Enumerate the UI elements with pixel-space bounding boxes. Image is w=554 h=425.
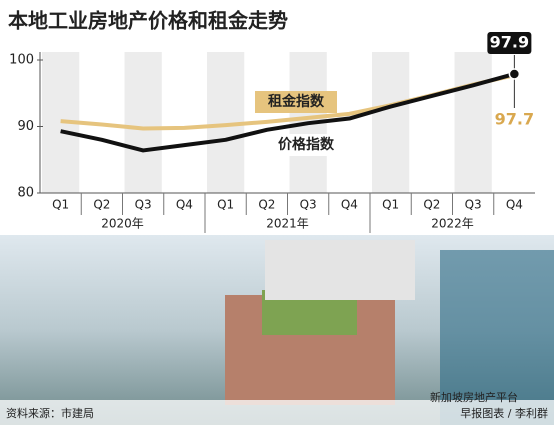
value-label: 97.7 bbox=[495, 110, 534, 129]
value-label: 97.9 bbox=[490, 33, 529, 52]
value-label-box bbox=[487, 32, 532, 54]
legend-label: 价格指数 bbox=[278, 136, 335, 153]
legend-bg bbox=[255, 91, 337, 113]
year-label: 2022年 bbox=[431, 217, 474, 231]
chart-title: 本地工业房地产价格和租金走势 bbox=[8, 9, 288, 33]
caption-strip bbox=[0, 400, 554, 425]
column-stripe bbox=[372, 52, 410, 193]
x-tick-label: Q2 bbox=[423, 198, 440, 212]
x-tick-label: Q1 bbox=[217, 198, 234, 212]
x-tick-label: Q4 bbox=[341, 198, 358, 212]
x-tick-label: Q2 bbox=[93, 198, 110, 212]
x-tick-label: Q2 bbox=[258, 198, 275, 212]
column-stripe bbox=[124, 52, 162, 193]
axis-band bbox=[0, 193, 554, 235]
year-label: 2021年 bbox=[266, 217, 309, 231]
photo-building-back bbox=[265, 240, 415, 300]
watermark: 新加坡房地产平台 bbox=[430, 390, 518, 404]
series-line bbox=[60, 72, 515, 153]
x-tick-label: Q3 bbox=[300, 198, 317, 212]
x-tick-label: Q4 bbox=[506, 198, 523, 212]
y-tick-label: 90 bbox=[17, 119, 34, 134]
x-tick-label: Q4 bbox=[176, 198, 193, 212]
y-tick-label: 100 bbox=[9, 53, 34, 68]
legend-bg bbox=[265, 134, 347, 156]
y-tick-label: 80 bbox=[17, 186, 34, 201]
year-label: 2020年 bbox=[101, 217, 144, 231]
source: 资料来源：市建局 bbox=[6, 406, 94, 420]
x-tick-label: Q1 bbox=[382, 198, 399, 212]
x-tick-label: Q3 bbox=[465, 198, 482, 212]
column-stripe bbox=[454, 52, 492, 193]
photo-sea bbox=[440, 250, 554, 425]
plot-background bbox=[40, 52, 535, 193]
x-tick-label: Q3 bbox=[135, 198, 152, 212]
end-point bbox=[508, 68, 521, 80]
credit: 早报图表 / 李利群 bbox=[460, 406, 548, 420]
legend-label: 租金指数 bbox=[268, 93, 325, 110]
x-tick-label: Q1 bbox=[52, 198, 69, 212]
